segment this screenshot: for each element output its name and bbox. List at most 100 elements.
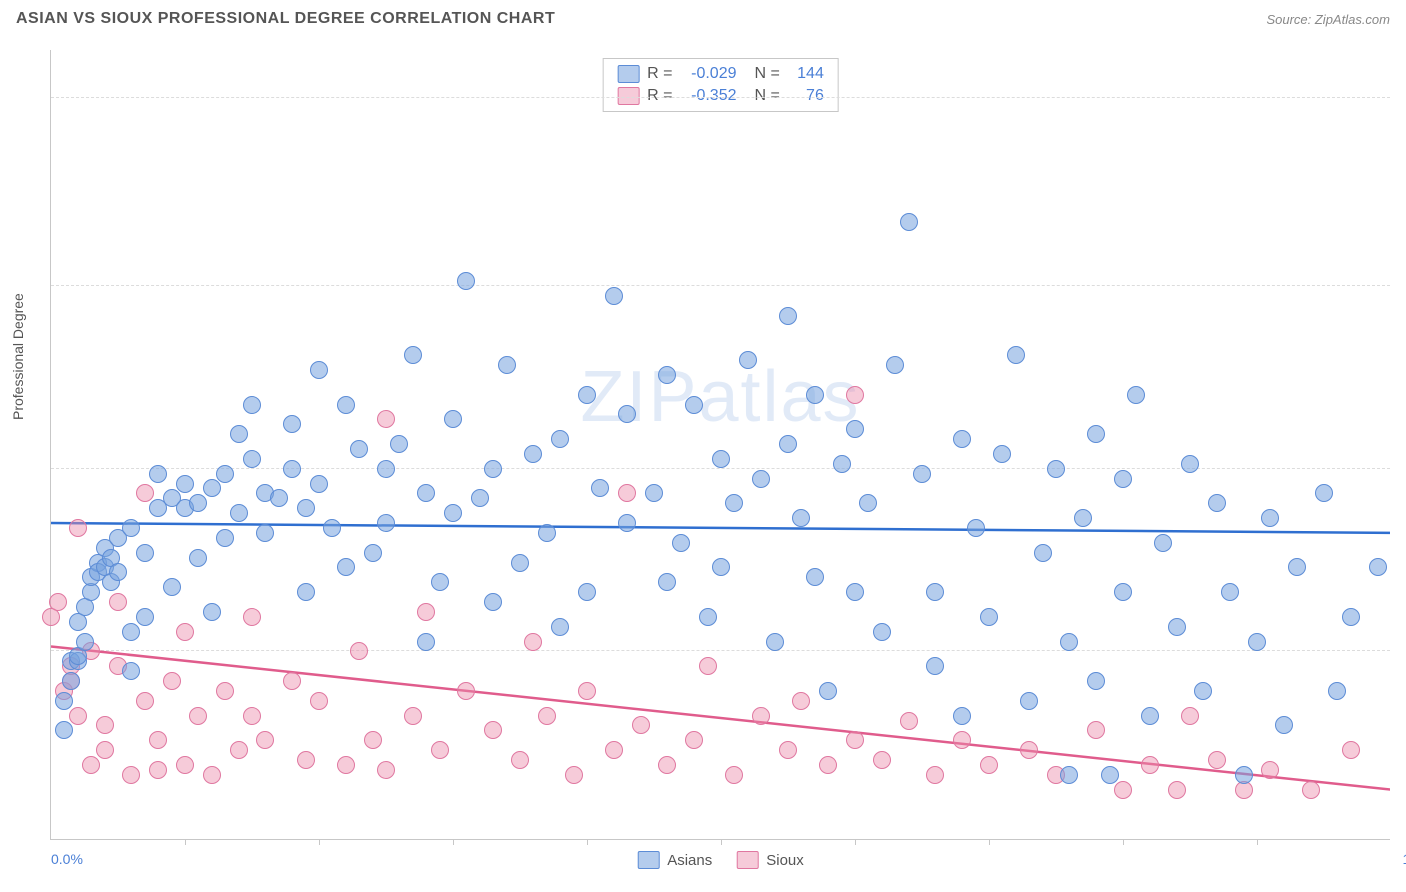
scatter-point-asians [980, 608, 998, 626]
scatter-point-asians [1114, 470, 1132, 488]
x-tick [1123, 839, 1124, 845]
scatter-point-asians [806, 386, 824, 404]
scatter-point-asians [216, 529, 234, 547]
scatter-point-sioux [337, 756, 355, 774]
scatter-point-sioux [685, 731, 703, 749]
scatter-point-asians [1154, 534, 1172, 552]
scatter-point-asians [1114, 583, 1132, 601]
scatter-point-asians [364, 544, 382, 562]
scatter-point-sioux [980, 756, 998, 774]
scatter-point-sioux [404, 707, 422, 725]
scatter-point-asians [1208, 494, 1226, 512]
scatter-point-sioux [243, 707, 261, 725]
scatter-point-asians [792, 509, 810, 527]
scatter-point-sioux [632, 716, 650, 734]
scatter-point-asians [1275, 716, 1293, 734]
scatter-point-asians [350, 440, 368, 458]
scatter-point-asians [283, 460, 301, 478]
scatter-point-asians [591, 479, 609, 497]
scatter-point-asians [1087, 425, 1105, 443]
scatter-point-asians [1194, 682, 1212, 700]
scatter-point-asians [712, 558, 730, 576]
stats-row: R =-0.352N =76 [617, 85, 824, 107]
chart-header: ASIAN VS SIOUX PROFESSIONAL DEGREE CORRE… [0, 0, 1406, 34]
scatter-point-sioux [900, 712, 918, 730]
scatter-point-sioux [779, 741, 797, 759]
scatter-point-asians [76, 633, 94, 651]
scatter-point-asians [806, 568, 824, 586]
scatter-point-asians [833, 455, 851, 473]
scatter-point-asians [404, 346, 422, 364]
scatter-point-asians [605, 287, 623, 305]
y-tick-label: 7.5% [1395, 445, 1406, 461]
y-tick-label: 15.0% [1395, 74, 1406, 90]
scatter-point-asians [283, 415, 301, 433]
scatter-point-asians [1007, 346, 1025, 364]
scatter-point-asians [1221, 583, 1239, 601]
scatter-point-sioux [1114, 781, 1132, 799]
scatter-point-sioux [122, 766, 140, 784]
scatter-point-asians [109, 563, 127, 581]
scatter-point-asians [149, 465, 167, 483]
scatter-point-asians [752, 470, 770, 488]
scatter-point-sioux [819, 756, 837, 774]
x-tick [453, 839, 454, 845]
n-value: 76 [788, 87, 824, 105]
source-link[interactable]: ZipAtlas.com [1315, 12, 1390, 27]
scatter-point-sioux [752, 707, 770, 725]
scatter-point-asians [377, 460, 395, 478]
x-tick [855, 839, 856, 845]
scatter-point-asians [712, 450, 730, 468]
gridline [51, 285, 1390, 286]
scatter-point-asians [1315, 484, 1333, 502]
scatter-point-sioux [377, 761, 395, 779]
scatter-point-sioux [484, 721, 502, 739]
scatter-point-asians [1235, 766, 1253, 784]
scatter-point-asians [444, 504, 462, 522]
scatter-point-asians [551, 430, 569, 448]
scatter-point-asians [766, 633, 784, 651]
scatter-point-sioux [1208, 751, 1226, 769]
scatter-point-sioux [1181, 707, 1199, 725]
scatter-point-asians [846, 583, 864, 601]
scatter-point-asians [417, 633, 435, 651]
scatter-point-asians [484, 593, 502, 611]
y-tick-label: 11.2% [1395, 262, 1406, 278]
scatter-point-sioux [699, 657, 717, 675]
scatter-point-asians [122, 623, 140, 641]
scatter-point-asians [136, 544, 154, 562]
scatter-point-asians [618, 514, 636, 532]
scatter-point-asians [1020, 692, 1038, 710]
scatter-point-asians [243, 396, 261, 414]
scatter-point-asians [1181, 455, 1199, 473]
scatter-point-sioux [417, 603, 435, 621]
x-axis-max-label: 100.0% [1403, 851, 1406, 867]
scatter-point-sioux [953, 731, 971, 749]
scatter-point-asians [1074, 509, 1092, 527]
scatter-point-asians [926, 657, 944, 675]
scatter-point-asians [1141, 707, 1159, 725]
scatter-point-asians [672, 534, 690, 552]
scatter-point-asians [323, 519, 341, 537]
scatter-point-asians [618, 405, 636, 423]
scatter-point-asians [953, 430, 971, 448]
n-label: N = [755, 87, 780, 105]
scatter-point-asians [55, 692, 73, 710]
scatter-point-sioux [136, 692, 154, 710]
x-axis-min-label: 0.0% [51, 851, 83, 867]
scatter-point-asians [230, 425, 248, 443]
scatter-point-asians [297, 583, 315, 601]
scatter-point-asians [524, 445, 542, 463]
scatter-point-sioux [565, 766, 583, 784]
scatter-point-sioux [243, 608, 261, 626]
scatter-point-asians [658, 573, 676, 591]
scatter-point-asians [1248, 633, 1266, 651]
scatter-point-sioux [1342, 741, 1360, 759]
stats-legend-box: R =-0.029N =144R =-0.352N =76 [602, 58, 839, 112]
scatter-point-asians [900, 213, 918, 231]
scatter-point-sioux [1261, 761, 1279, 779]
scatter-point-sioux [792, 692, 810, 710]
scatter-point-asians [136, 608, 154, 626]
scatter-point-asians [1060, 766, 1078, 784]
scatter-point-sioux [431, 741, 449, 759]
